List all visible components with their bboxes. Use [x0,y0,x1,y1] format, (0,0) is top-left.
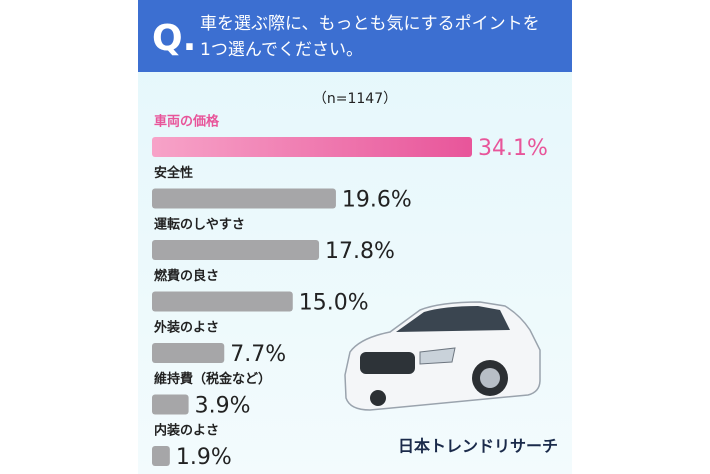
category-label: 外装のよさ [153,320,219,336]
value-label: 3.9% [195,394,251,419]
bar [152,446,170,466]
value-label: 1.9% [176,445,232,470]
value-label: 17.8% [325,239,395,264]
category-label: 維持費（税金など） [154,371,271,387]
category-label: 内装のよさ [154,423,219,439]
source-brand: 日本トレンドリサーチ [398,437,558,456]
bar [152,137,472,157]
category-label: 運転のしやすさ [154,217,245,233]
car-illustration [344,301,541,411]
category-label: 燃費の良さ [154,268,219,284]
value-label: 34.1% [478,136,548,161]
bar [152,394,189,415]
value-label: 7.7% [230,342,286,367]
subtitle: （n=1147） [313,91,397,107]
question-mark: Q. [152,18,196,59]
category-label: 安全性 [154,165,193,181]
value-label: 19.6% [342,188,412,213]
header [138,0,572,72]
title-line: 1つ選んでください。 [200,40,363,60]
bar [152,188,336,209]
value-label: 15.0% [299,291,369,316]
bar [152,291,293,312]
title-line: 車を選ぶ際に、もっとも気にするポイントを [200,14,540,34]
bar [152,240,320,260]
bar [152,343,225,363]
category-label: 車両の価格 [154,114,220,130]
